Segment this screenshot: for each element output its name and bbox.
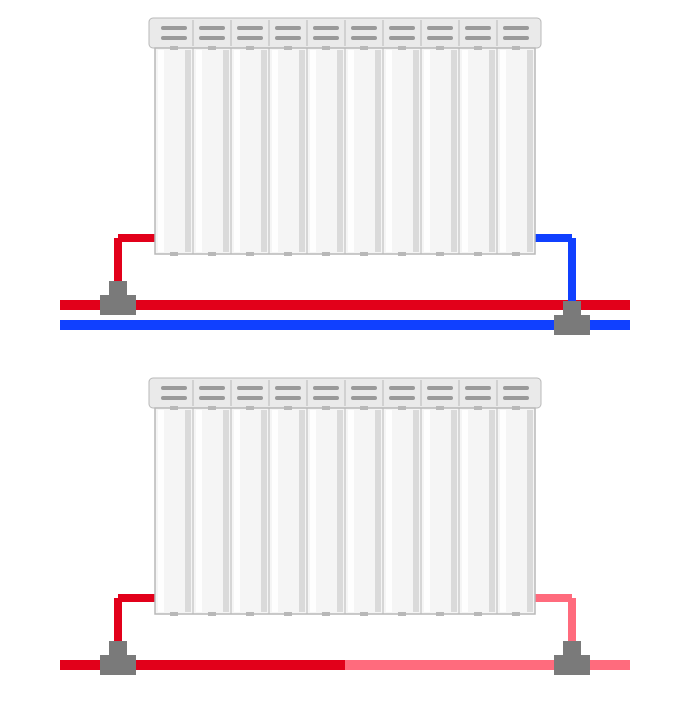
radiator: [149, 378, 541, 616]
radiator-section: [231, 46, 269, 256]
radiator-section: [345, 46, 383, 256]
tee-fitting: [100, 281, 136, 315]
radiator-section: [193, 46, 231, 256]
radiator-section: [421, 46, 459, 256]
radiator: [149, 18, 541, 256]
radiator-section: [155, 406, 193, 616]
radiator-section: [307, 46, 345, 256]
radiator-grille: [149, 18, 541, 48]
radiator-section: [421, 406, 459, 616]
radiator-section: [269, 406, 307, 616]
radiator-section: [383, 46, 421, 256]
radiator-section: [383, 406, 421, 616]
radiator-section: [345, 406, 383, 616]
radiator-section: [155, 46, 193, 256]
radiator-section: [193, 406, 231, 616]
radiator-grille: [149, 378, 541, 408]
radiator-section: [459, 46, 497, 256]
radiator-section: [307, 406, 345, 616]
radiator-section: [269, 46, 307, 256]
radiator-section: [231, 406, 269, 616]
radiator-section: [497, 406, 535, 616]
diagram-one-pipe: [60, 378, 630, 675]
tee-fitting: [554, 641, 590, 675]
tee-fitting: [100, 641, 136, 675]
radiator-section: [497, 46, 535, 256]
diagram-two-pipe: [60, 18, 630, 335]
radiator-section: [459, 406, 497, 616]
